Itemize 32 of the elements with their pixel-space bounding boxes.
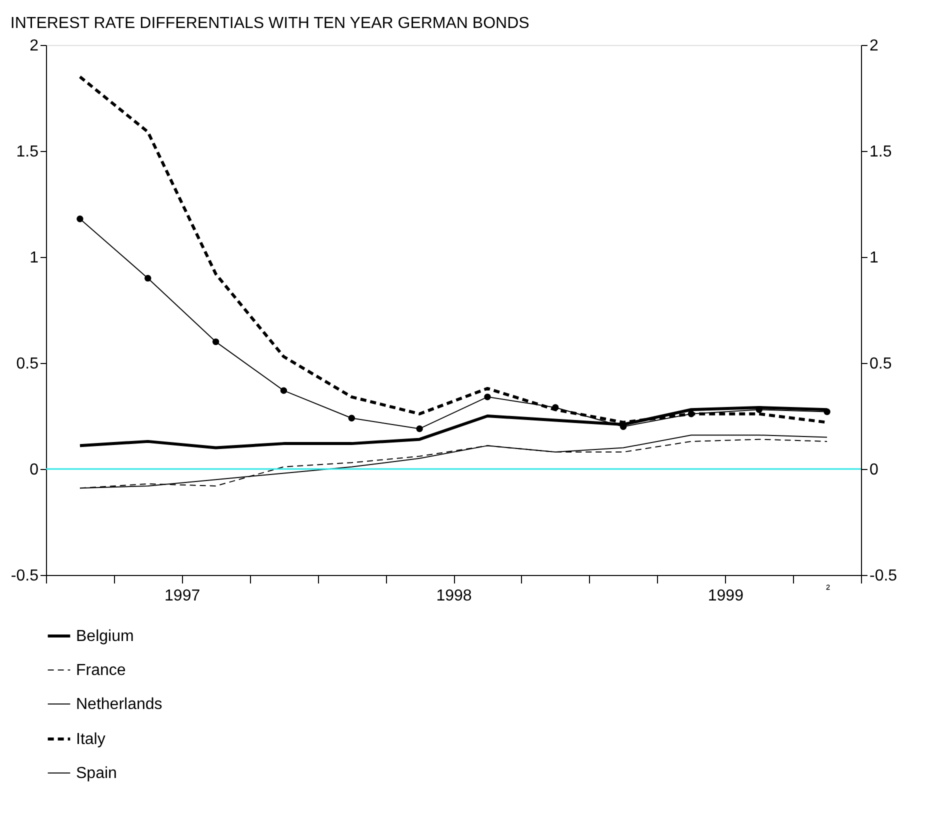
point [824,408,830,416]
legend-label: France [76,662,126,679]
point [416,425,423,432]
point [688,410,695,418]
point [348,414,355,422]
x-tick-label: 1998 [436,588,472,604]
x-tick-label: 1997 [164,588,200,604]
point [484,394,491,400]
legend-label: Belgium [76,628,134,645]
y-tick-label: 1 [30,250,39,266]
y2-tick-label: 2 [870,38,878,54]
y-tick-label: 2 [30,38,39,54]
point [552,404,559,411]
y2-tick-label: -0.5 [870,568,898,584]
y2-tick-label: 0 [870,462,878,478]
y2-tick-label: 1.5 [870,144,892,160]
legend-label: Netherlands [76,696,162,713]
x-tick-label: 1999 [708,588,744,604]
y2-tick-label: 0.5 [870,356,892,372]
point [76,215,84,222]
y-tick-label: -0.5 [10,568,39,584]
chart-title: INTEREST RATE DIFFERENTIALS WITH TEN YEAR GERMAN BONDS [10,15,530,32]
y-tick-label: 0 [30,462,39,478]
point [280,387,288,394]
y2-tick-label: 1 [870,250,878,266]
legend-label: Spain [76,765,117,782]
y-tick-label: 0.5 [16,356,39,372]
legend-label: Italy [76,731,106,748]
y-tick-label: 1.5 [16,144,39,160]
point [144,274,152,282]
point [212,338,220,346]
text: ² [826,582,830,596]
